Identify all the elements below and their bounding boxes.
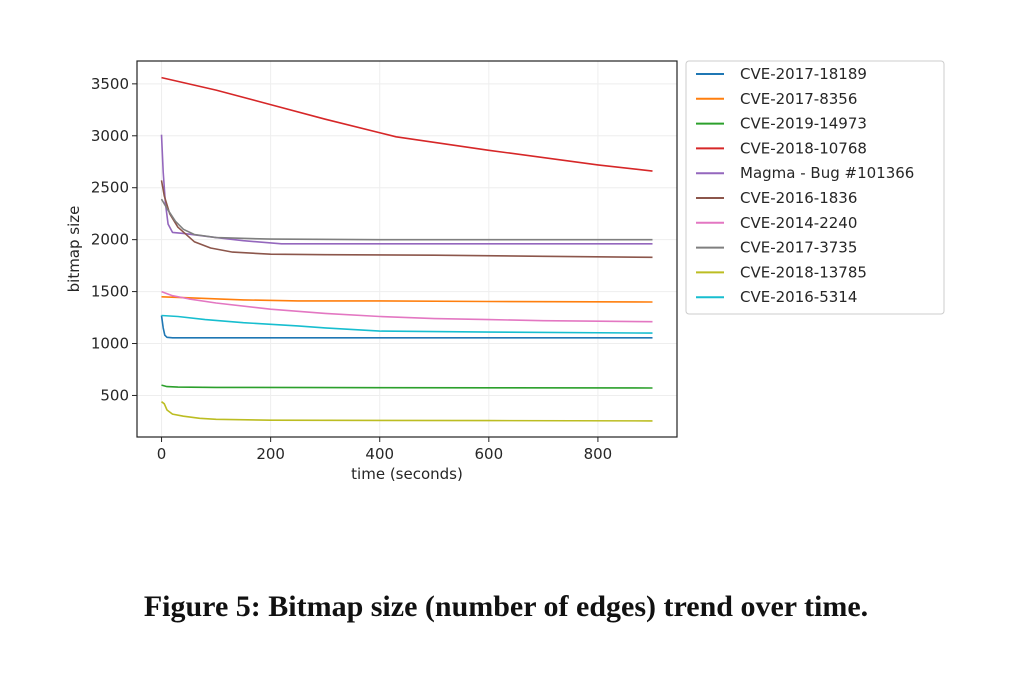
x-axis-title: time (seconds) [351, 465, 463, 483]
legend-label: CVE-2018-10768 [740, 139, 867, 157]
legend-label: CVE-2017-18189 [740, 65, 867, 83]
legend-box [685, 60, 945, 315]
y-axis-ticks: 500 1000 1500 2000 2500 3000 3500 [91, 75, 137, 404]
x-tick-label: 400 [365, 445, 394, 463]
legend-label: CVE-2016-5314 [740, 288, 857, 306]
y-tick-label: 3500 [91, 75, 129, 93]
legend-label: CVE-2016-1836 [740, 189, 857, 207]
x-axis-ticks: 0 200 400 600 800 [157, 437, 612, 463]
series-line-cve-2018-13785 [161, 401, 653, 422]
series-line-cve-2018-10768 [161, 76, 653, 172]
x-tick-label: 0 [157, 445, 167, 463]
plot-frame [136, 60, 678, 438]
legend-label: CVE-2019-14973 [740, 115, 867, 133]
legend-label: CVE-2014-2240 [740, 214, 857, 232]
legend-label: Magma - Bug #101366 [740, 164, 914, 182]
figure-caption: Figure 5: Bitmap size (number of edges) … [143, 590, 869, 623]
x-tick-label: 600 [474, 445, 503, 463]
legend-label: CVE-2017-8356 [740, 90, 857, 108]
y-axis-title: bitmap size [65, 206, 83, 293]
series-line-cve-2016-5314 [161, 314, 653, 334]
y-tick-label: 500 [100, 386, 129, 404]
series-line-cve-2017-18189 [160, 315, 653, 339]
legend-entries: CVE-2017-18189 CVE-2017-8356 CVE-2019-1497… [696, 65, 914, 306]
series-line-cve-2017-3735 [160, 198, 653, 241]
series-line-cve-2019-14973 [161, 384, 653, 389]
legend: CVE-2017-18189 CVE-2017-8356 CVE-2019-1497… [685, 60, 945, 315]
legend-label: CVE-2018-13785 [740, 263, 867, 281]
y-tick-label: 2000 [91, 231, 129, 249]
y-tick-label: 1500 [91, 283, 129, 301]
series-line-cve-2014-2240 [161, 290, 653, 323]
series-line-cve-2017-8356 [161, 296, 653, 303]
series-line-cve-2016-1836 [160, 180, 653, 259]
y-tick-label: 1000 [91, 335, 129, 353]
x-tick-label: 200 [256, 445, 285, 463]
y-tick-label: 3000 [91, 127, 129, 145]
y-tick-label: 2500 [91, 179, 129, 197]
series-line-magma-bug-101366 [160, 134, 653, 245]
legend-label: CVE-2017-3735 [740, 239, 857, 257]
x-tick-label: 800 [584, 445, 613, 463]
series-lines [160, 76, 653, 422]
